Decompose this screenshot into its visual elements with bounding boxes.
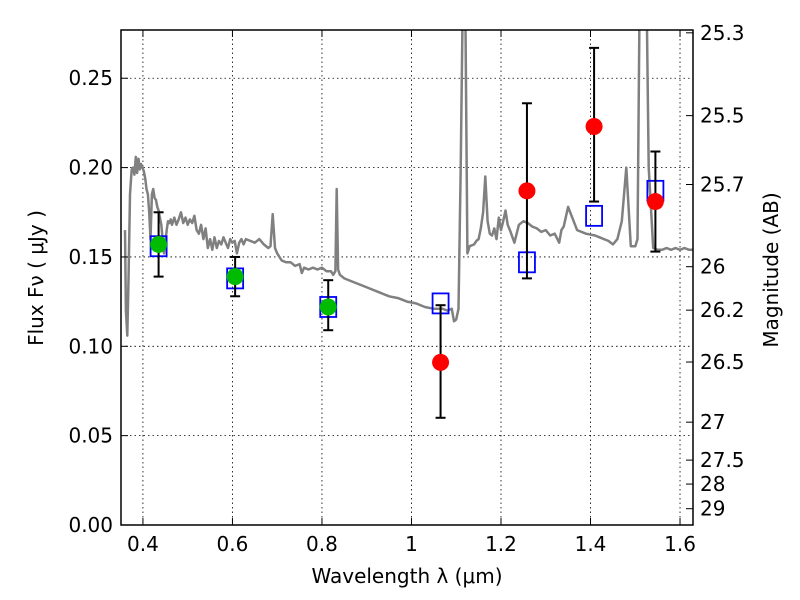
plot-frame	[120, 29, 694, 526]
y-tick-label: 0.25	[68, 66, 113, 90]
detected-point	[319, 298, 337, 316]
x-tick-label: 0.4	[127, 532, 159, 556]
markers-layer	[149, 46, 665, 419]
x-tick-label: 1.6	[664, 532, 696, 556]
x-axis: 0.4 0.6 0.8 1 1.2 1.4 1.6	[127, 30, 696, 556]
x-axis-label: Wavelength λ (μm)	[311, 564, 502, 588]
low-sn-point	[432, 353, 450, 371]
right-tick-label: 26.2	[700, 298, 745, 322]
y-axis-right-label: Magnitude (AB)	[759, 192, 783, 347]
right-tick-label: 26	[700, 255, 725, 279]
y-tick-label: 0.10	[68, 334, 113, 358]
x-tick-label: 1.2	[485, 532, 517, 556]
right-tick-label: 26.5	[700, 350, 745, 374]
detected-point	[226, 268, 244, 286]
y-tick-label: 0.15	[68, 245, 113, 269]
right-tick-label: 25.7	[700, 172, 745, 196]
low-sn-point	[518, 182, 536, 200]
model-square-marker	[585, 204, 603, 227]
y-axis-left: 0.00 0.05 0.10 0.15 0.20 0.25	[68, 66, 128, 537]
right-tick-label: 29	[700, 497, 725, 521]
y-axis-label: Flux Fν ( μJy )	[24, 210, 48, 346]
x-tick-label: 0.6	[217, 532, 249, 556]
y-tick-label: 0.05	[68, 424, 113, 448]
x-tick-label: 0.8	[306, 532, 338, 556]
y-tick-label: 0.00	[68, 513, 113, 537]
right-tick-label: 25.5	[700, 104, 745, 128]
right-tick-label: 28	[700, 472, 725, 496]
x-tick-label: 1.4	[575, 532, 607, 556]
right-tick-label: 25.3	[700, 21, 745, 45]
right-tick-label: 27	[700, 410, 725, 434]
low-sn-point	[585, 117, 603, 135]
x-tick-label: 1	[405, 532, 418, 556]
low-sn-point	[646, 193, 664, 211]
y-tick-label: 0.20	[68, 156, 113, 180]
right-tick-label: 27.5	[700, 448, 745, 472]
detected-point	[150, 235, 168, 253]
